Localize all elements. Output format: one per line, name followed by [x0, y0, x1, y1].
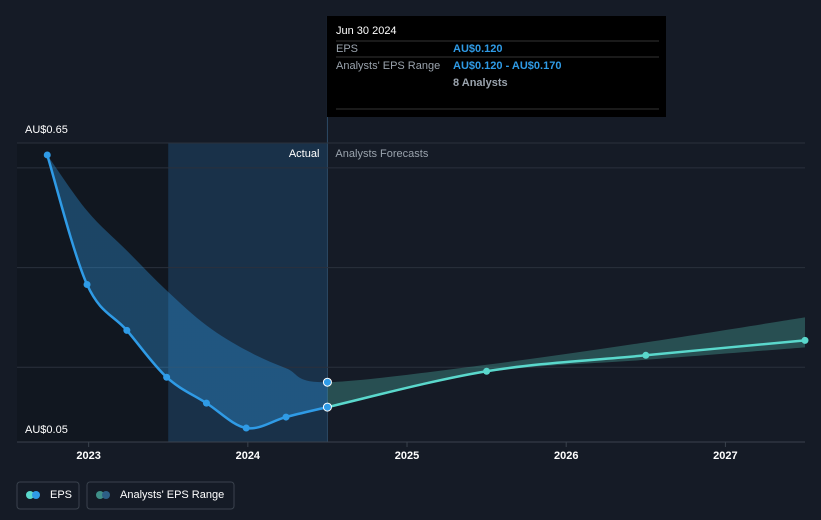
x-tick-label: 2026 — [554, 450, 578, 462]
tooltip-box — [327, 16, 666, 117]
range-high-point — [322, 377, 332, 387]
legend-swatch — [26, 491, 34, 499]
legend-button[interactable] — [86, 481, 235, 510]
tooltip-key: Analysts' EPS Range — [336, 60, 440, 72]
legend-button[interactable] — [16, 481, 80, 510]
eps-point — [83, 281, 91, 289]
tooltip-key: EPS — [336, 43, 358, 55]
eps-point — [642, 351, 650, 359]
eps-point — [483, 367, 491, 375]
legend-label: Analysts' EPS Range — [120, 489, 224, 501]
eps-line — [46, 154, 806, 430]
eps-point — [322, 402, 332, 412]
tooltip-value: 8 Analysts — [453, 77, 508, 89]
eps-point — [43, 151, 51, 159]
legend-label: EPS — [50, 489, 72, 501]
legend-swatch — [102, 491, 110, 499]
eps-point — [123, 326, 131, 334]
eps-point — [242, 424, 250, 432]
x-tick-label: 2025 — [395, 450, 419, 462]
range-band — [47, 154, 806, 429]
legend-swatch — [96, 491, 104, 499]
plot — [43, 151, 809, 432]
x-tick-label: 2024 — [236, 450, 261, 462]
tooltip: Jun 30 2024 EPS AU$0.120 Analysts' EPS R… — [327, 16, 666, 117]
actual-label: Actual — [289, 148, 320, 160]
eps-point — [163, 373, 171, 381]
forecast-label: Analysts Forecasts — [335, 148, 428, 160]
grid: AU$0.65 AU$0.05 2023 2024 2025 2026 2027 — [17, 124, 805, 462]
eps-point — [202, 399, 210, 407]
y-label: AU$0.65 — [25, 124, 68, 136]
x-tick-label: 2023 — [76, 450, 100, 462]
legend-swatch — [32, 491, 40, 499]
eps-point — [801, 336, 809, 344]
tooltip-value: AU$0.120 - AU$0.170 — [453, 60, 561, 72]
x-tick-label: 2027 — [713, 450, 737, 462]
y-label: AU$0.05 — [25, 424, 68, 436]
eps-point — [282, 413, 290, 421]
tooltip-date: Jun 30 2024 — [336, 25, 397, 37]
legend: EPS Analysts' EPS Range — [16, 481, 235, 510]
tooltip-value: AU$0.120 — [453, 43, 503, 55]
